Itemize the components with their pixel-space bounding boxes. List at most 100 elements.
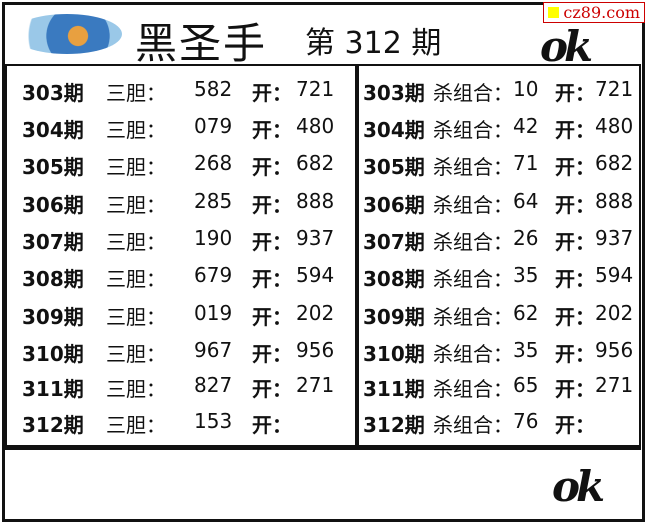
open — [296, 409, 356, 438]
left-table-row: 308期 三胆： 679 开： 594 — [22, 263, 356, 292]
open: 271 — [595, 373, 634, 397]
right-table-row: 308期 杀组合： 35 开： 594 — [363, 263, 647, 292]
period: 304期 — [363, 118, 425, 142]
open: 888 — [296, 189, 335, 213]
open-label: 开： — [555, 342, 595, 366]
value: 679 — [194, 263, 233, 287]
open: 682 — [595, 151, 634, 175]
open-label: 开： — [555, 305, 595, 329]
logo — [12, 14, 122, 54]
period: 305期 — [22, 155, 84, 179]
open: 721 — [595, 77, 634, 101]
open-label: 开： — [555, 230, 595, 254]
ok-hand-icon: ok — [540, 22, 593, 71]
watermark-text: cz89.com — [563, 3, 640, 22]
label: 杀组合： — [433, 342, 513, 366]
period: 304期 — [22, 118, 84, 142]
open: 956 — [595, 338, 634, 362]
open: 480 — [296, 114, 335, 138]
value: 64 — [513, 189, 539, 213]
value: 967 — [194, 338, 233, 362]
watermark: cz89.com — [543, 2, 645, 23]
value: 35 — [513, 263, 539, 287]
open: 937 — [296, 226, 335, 250]
open-label: 开： — [252, 342, 292, 366]
label: 三胆： — [106, 305, 166, 329]
right-table-row: 311期 杀组合： 65 开： 271 — [363, 373, 647, 402]
right-table-row: 307期 杀组合： 26 开： 937 — [363, 226, 647, 255]
ok-hand-icon: ok — [552, 462, 605, 511]
open-label: 开： — [252, 413, 292, 437]
label: 三胆： — [106, 267, 166, 291]
open-label: 开： — [252, 305, 292, 329]
label: 杀组合： — [433, 305, 513, 329]
left-table-row: 304期 三胆： 079 开： 480 — [22, 114, 356, 143]
label: 三胆： — [106, 413, 166, 437]
open: 956 — [296, 338, 335, 362]
left-table-row: 307期 三胆： 190 开： 937 — [22, 226, 356, 255]
period: 311期 — [363, 377, 425, 401]
left-table-row: 306期 三胆： 285 开： 888 — [22, 189, 356, 218]
period: 310期 — [22, 342, 84, 366]
period: 309期 — [22, 305, 84, 329]
page-title: 黑圣手 — [135, 19, 268, 68]
label: 三胆： — [106, 118, 166, 142]
value: 71 — [513, 151, 539, 175]
label: 杀组合： — [433, 193, 513, 217]
right-table-row: 306期 杀组合： 64 开： 888 — [363, 189, 647, 218]
value: 42 — [513, 114, 539, 138]
open-label: 开： — [555, 377, 595, 401]
right-table-row: 309期 杀组合： 62 开： 202 — [363, 301, 647, 330]
right-table-row: 310期 杀组合： 35 开： 956 — [363, 338, 647, 367]
label: 三胆： — [106, 377, 166, 401]
period: 308期 — [22, 267, 84, 291]
period: 311期 — [22, 377, 84, 401]
left-table-row: 303期 三胆： 582 开： 721 — [22, 77, 356, 106]
left-table-row: 305期 三胆： 268 开： 682 — [22, 151, 356, 180]
value: 190 — [194, 226, 233, 250]
period: 312期 — [22, 413, 84, 437]
open-label: 开： — [252, 193, 292, 217]
square-icon — [548, 7, 560, 18]
value: 35 — [513, 338, 539, 362]
right-table-row: 305期 杀组合： 71 开： 682 — [363, 151, 647, 180]
open: 721 — [296, 77, 335, 101]
right-panel — [357, 64, 641, 447]
open: 202 — [595, 301, 634, 325]
left-panel — [5, 64, 357, 447]
open: 888 — [595, 189, 634, 213]
left-table-row: 311期 三胆： 827 开： 271 — [22, 373, 356, 402]
issue-number: 第 312 期 — [305, 26, 442, 61]
open-label: 开： — [252, 118, 292, 142]
label: 杀组合： — [433, 267, 513, 291]
value: 079 — [194, 114, 233, 138]
bottom-box — [5, 447, 641, 517]
value: 26 — [513, 226, 539, 250]
value: 019 — [194, 301, 233, 325]
open-label: 开： — [555, 118, 595, 142]
label: 杀组合： — [433, 230, 513, 254]
value: 582 — [194, 77, 233, 101]
label: 三胆： — [106, 81, 166, 105]
open-label: 开： — [252, 81, 292, 105]
period: 307期 — [22, 230, 84, 254]
label: 杀组合： — [433, 413, 513, 437]
open-label: 开： — [252, 230, 292, 254]
open-label: 开： — [555, 193, 595, 217]
left-table-row: 310期 三胆： 967 开： 956 — [22, 338, 356, 367]
period: 306期 — [363, 193, 425, 217]
right-table-row: 303期 杀组合： 10 开： 721 — [363, 77, 647, 106]
label: 杀组合： — [433, 377, 513, 401]
open-label: 开： — [252, 155, 292, 179]
value: 153 — [194, 409, 233, 433]
label: 杀组合： — [433, 81, 513, 105]
open-label: 开： — [555, 267, 595, 291]
open-label: 开： — [555, 155, 595, 179]
label: 三胆： — [106, 230, 166, 254]
period: 312期 — [363, 413, 425, 437]
value: 285 — [194, 189, 233, 213]
left-table-row: 312期 三胆： 153 开： — [22, 409, 356, 438]
open: 202 — [296, 301, 335, 325]
open — [595, 409, 647, 438]
